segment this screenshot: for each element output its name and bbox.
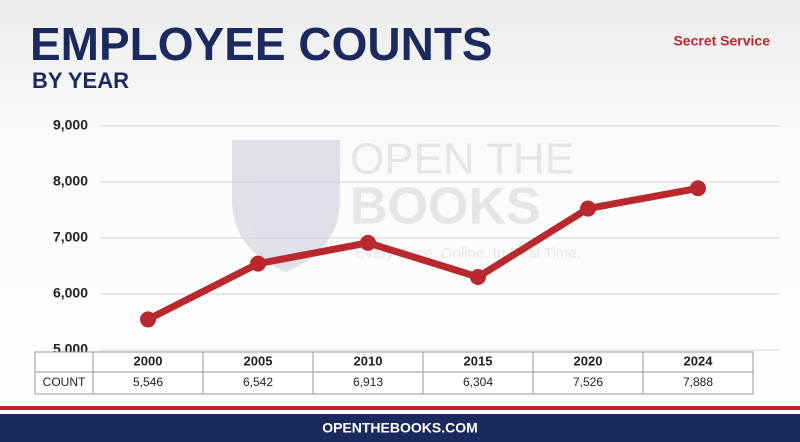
x-tick-label: 2010 [354, 353, 383, 368]
data-label: 7,888 [683, 375, 713, 389]
data-label: 5,546 [133, 375, 163, 389]
watermark-line2: BOOKS [350, 178, 541, 236]
table-background [34, 351, 754, 395]
data-label: 6,913 [353, 375, 383, 389]
data-label: 7,526 [573, 375, 603, 389]
footer-text: OPENTHEBOOKS.COM [322, 420, 478, 436]
chart-subtitle: BY YEAR [32, 68, 129, 93]
y-tick-label: 9,000 [53, 117, 88, 133]
watermark: OPEN THE BOOKS Every Dime. Online. In Re… [232, 135, 581, 272]
point [690, 180, 706, 197]
footer-bar [0, 414, 800, 442]
point [250, 255, 266, 272]
watermark-shield [232, 140, 340, 272]
point [580, 200, 596, 217]
data-label: 6,542 [243, 375, 273, 389]
x-tick-label: 2015 [464, 353, 493, 368]
annotation: Secret Service [673, 33, 770, 49]
line [146, 184, 699, 323]
y-tick-label: 6,000 [53, 285, 88, 301]
chart-title: EMPLOYEE COUNTS [30, 18, 493, 70]
point [360, 234, 376, 251]
watermark-line1: OPEN THE [350, 135, 574, 184]
x-tick-label: 2000 [134, 353, 163, 368]
point [140, 311, 156, 328]
data-label: 6,304 [463, 375, 493, 389]
y-tick-label: 8,000 [53, 173, 88, 189]
footer-stripe [0, 406, 800, 410]
x-tick-label: 2020 [574, 353, 603, 368]
y-tick-label: 7,000 [53, 229, 88, 245]
point [470, 268, 486, 285]
x-tick-label: 2005 [244, 353, 273, 368]
row-label: COUNT [43, 375, 86, 389]
x-tick-label: 2024 [684, 353, 714, 368]
